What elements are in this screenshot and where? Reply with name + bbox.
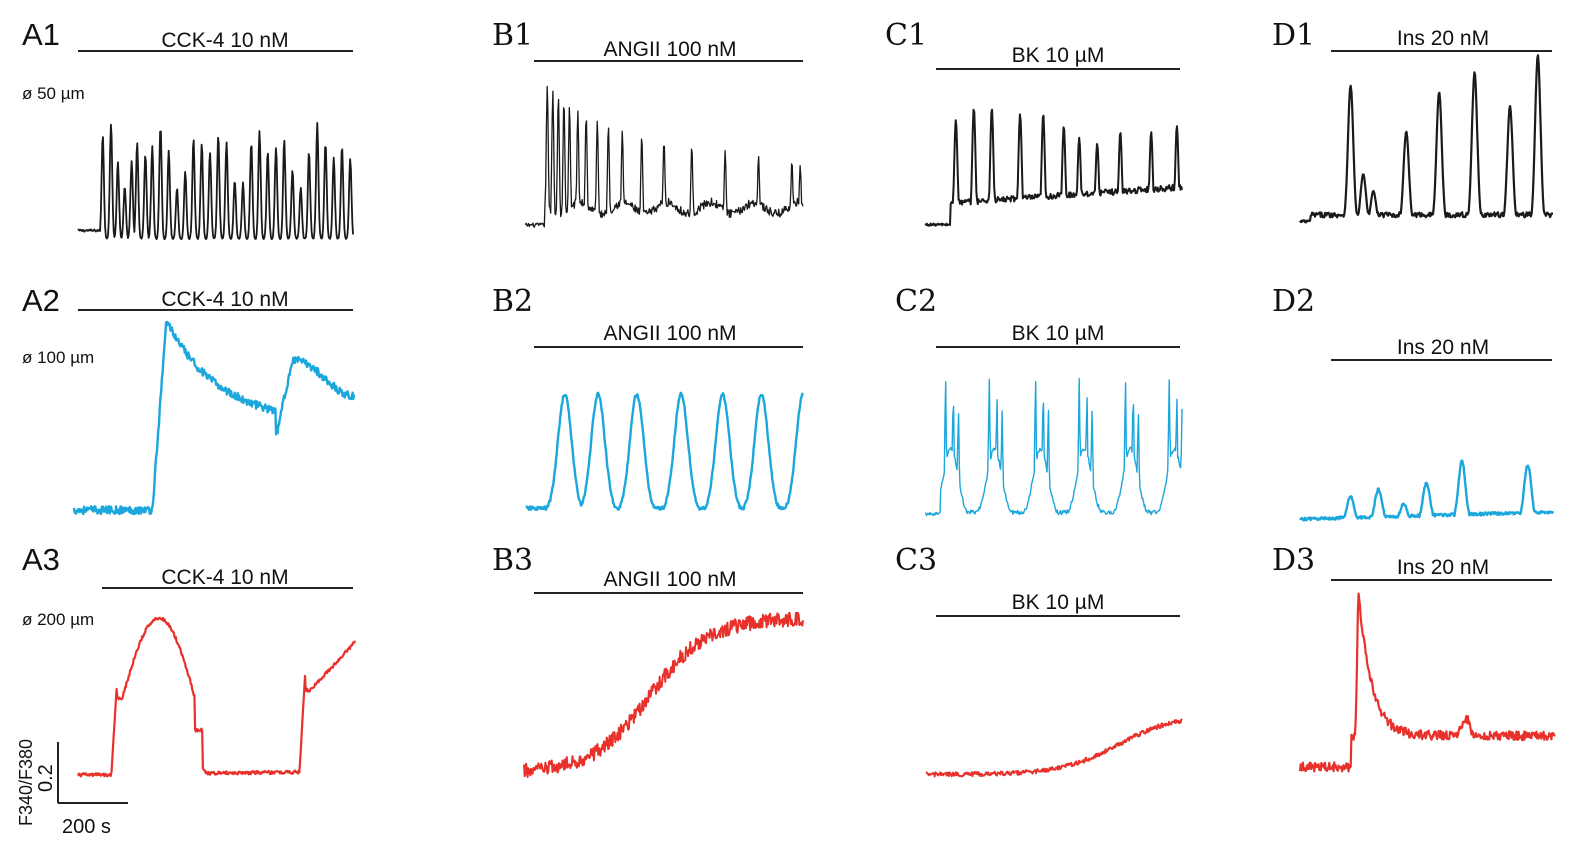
stimulus-label-C1: BK 10 µM <box>1012 44 1105 67</box>
stimulus-label-A2: CCK-4 10 nM <box>161 288 288 311</box>
stimulus-label-B3: ANGII 100 nM <box>603 568 736 591</box>
panel-label-D3: D3 <box>1272 543 1315 578</box>
row-size-label-3: ø 200 µm <box>22 610 94 629</box>
trace-A1 <box>77 122 354 241</box>
stimulus-label-B1: ANGII 100 nM <box>603 38 736 61</box>
panel-label-A3: A3 <box>22 542 60 577</box>
trace-D3 <box>1298 592 1556 773</box>
panel-label-D2: D2 <box>1272 284 1315 319</box>
stimulus-label-B2: ANGII 100 nM <box>603 322 736 345</box>
scale-bar-y-label: F340/F380 <box>16 739 36 826</box>
trace-D1 <box>1299 54 1554 224</box>
stimulus-label-A3: CCK-4 10 nM <box>161 566 288 589</box>
panel-label-A1: A1 <box>22 17 60 52</box>
trace-B1 <box>524 85 804 228</box>
stimulus-label-D1: Ins 20 nM <box>1397 27 1489 50</box>
trace-C3 <box>925 718 1183 778</box>
trace-B2 <box>525 391 805 512</box>
scale-bar-x-value: 200 s <box>62 816 111 838</box>
stimulus-label-A1: CCK-4 10 nM <box>161 29 288 52</box>
trace-A2 <box>72 320 356 516</box>
trace-C1 <box>924 108 1183 227</box>
panel-label-C3: C3 <box>895 543 937 578</box>
panel-label-A2: A2 <box>22 283 60 318</box>
panel-label-C1: C1 <box>885 18 927 53</box>
trace-D2 <box>1299 459 1555 522</box>
trace-B3 <box>523 611 804 778</box>
stimulus-label-D2: Ins 20 nM <box>1397 336 1489 359</box>
row-size-label-1: ø 50 µm <box>22 84 85 103</box>
stimulus-label-D3: Ins 20 nM <box>1397 556 1489 579</box>
panel-label-D1: D1 <box>1272 18 1315 53</box>
trace-A3 <box>76 616 357 778</box>
panel-label-B3: B3 <box>492 543 533 578</box>
trace-C2 <box>924 377 1183 517</box>
scale-bar-y-value: 0.2 <box>35 764 57 792</box>
stimulus-label-C2: BK 10 µM <box>1012 322 1105 345</box>
row-size-label-2: ø 100 µm <box>22 348 94 367</box>
panel-label-B2: B2 <box>492 284 533 319</box>
panel-label-C2: C2 <box>895 284 937 319</box>
stimulus-label-C3: BK 10 µM <box>1012 591 1105 614</box>
panel-label-B1: B1 <box>492 18 533 53</box>
